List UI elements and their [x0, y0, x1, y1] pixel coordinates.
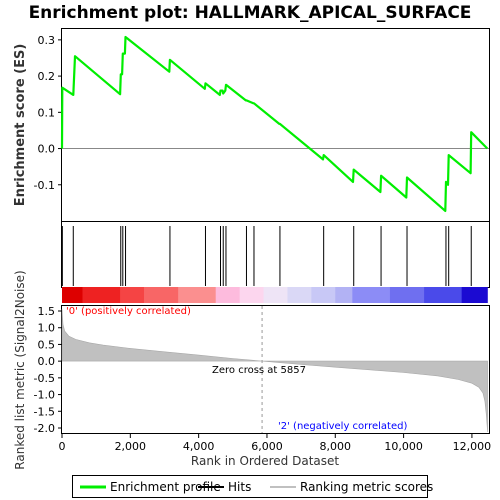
rank-y-tick-label: 1.0: [38, 322, 56, 335]
colorbar-segment: [461, 287, 488, 303]
rank-y-tick-label: -2.0: [34, 422, 55, 435]
enrichment-profile-line: [60, 35, 489, 212]
colorbar-segment: [82, 287, 121, 303]
colorbar-segment: [239, 287, 265, 303]
legend-label: Enrichment profile: [110, 480, 221, 494]
es-y-tick-label: 0.0: [38, 143, 56, 156]
colorbar-segment: [215, 287, 241, 303]
x-tick-label: 12,000: [453, 440, 492, 453]
legend-label: Ranking metric scores: [300, 480, 433, 494]
es-y-axis: 0.3 0.2 0.1 0.0 -0.1: [34, 34, 62, 192]
rank-series-group: [61, 309, 488, 433]
x-tick-label: 4,000: [183, 440, 215, 453]
x-axis: 0 2,000 4,000 6,000 8,000 10,000 12,000: [59, 434, 492, 453]
hits-group: [61, 226, 472, 286]
colorbar-segment: [311, 287, 336, 303]
colorbar-segment: [143, 287, 179, 303]
negative-correlation-label: '2' (negatively correlated): [278, 421, 407, 432]
positive-correlation-label: '0' (positively correlated): [66, 306, 191, 317]
x-tick-label: 0: [59, 440, 66, 453]
es-y-tick-label: 0.3: [38, 34, 56, 47]
colorbar-segment: [263, 287, 288, 303]
es-y-tick-label: 0.1: [38, 106, 56, 119]
x-tick-label: 2,000: [115, 440, 147, 453]
rank-y-tick-label: -1.0: [34, 389, 55, 402]
colorbar: [62, 287, 488, 303]
ranking-metric-area: [61, 309, 488, 433]
legend-box: [72, 475, 428, 498]
colorbar-segment: [352, 287, 391, 303]
x-axis-label: Rank in Ordered Dataset: [191, 454, 339, 468]
colorbar-segment: [424, 287, 463, 303]
x-tick-label: 6,000: [251, 440, 283, 453]
hits-panel-frame: [61, 221, 490, 288]
es-panel-frame: [61, 28, 490, 222]
x-tick-label: 10,000: [384, 440, 423, 453]
rank-y-tick-label: 0.5: [38, 338, 56, 351]
rank-y-tick-label: 0.0: [38, 355, 56, 368]
rank-y-axis: 1.5 1.0 0.5 0.0 -0.5 -1.0 -1.5 -2.0: [34, 305, 62, 435]
zero-cross-label: Zero cross at 5857: [212, 365, 306, 376]
es-y-tick-label: 0.2: [38, 70, 56, 83]
legend: Enrichment profile Hits Ranking metric sco…: [80, 480, 433, 494]
rank-y-axis-label: Ranked list metric (Signal2Noise): [13, 270, 27, 469]
chart-title: Enrichment plot: HALLMARK_APICAL_SURFACE: [29, 3, 472, 23]
colorbar-segment: [287, 287, 312, 303]
rank-y-tick-label: -1.5: [34, 405, 55, 418]
colorbar-segment: [62, 287, 83, 303]
es-y-tick-label: -0.1: [34, 179, 55, 192]
es-y-axis-label: Enrichment score (ES): [13, 44, 28, 207]
colorbar-segment: [335, 287, 353, 303]
legend-label: Hits: [228, 480, 251, 494]
colorbar-segment: [120, 287, 145, 303]
colorbar-segment: [389, 287, 425, 303]
es-series-group: [60, 35, 489, 212]
x-tick-label: 8,000: [320, 440, 352, 453]
rank-y-tick-label: -0.5: [34, 372, 55, 385]
rank-y-tick-label: 1.5: [38, 305, 56, 318]
colorbar-segment: [178, 287, 217, 303]
